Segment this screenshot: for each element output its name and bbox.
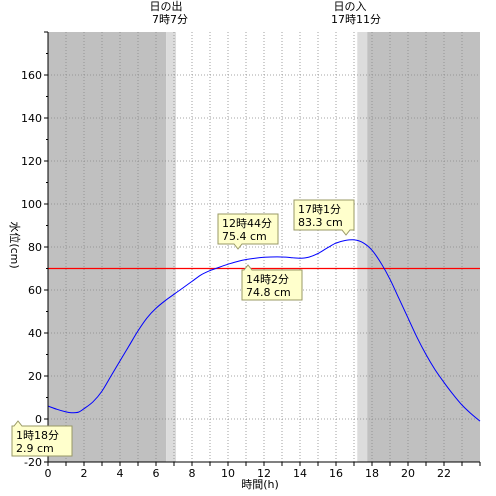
axes: [44, 31, 481, 466]
night-band-morning: [48, 32, 167, 462]
x-tick-label: 0: [45, 467, 52, 480]
y-tick-label: 120: [21, 155, 42, 168]
x-tick-label: 16: [329, 467, 343, 480]
callout-box: [241, 264, 303, 301]
callout-value: 74.8 cm: [246, 286, 291, 299]
y-tick-label: -20: [24, 456, 42, 469]
sunset-label: 日の入: [334, 0, 367, 13]
x-tick-label: 8: [189, 467, 196, 480]
y-tick-label: 60: [28, 284, 42, 297]
x-tick-label: 14: [293, 467, 307, 480]
x-tick-label: 20: [401, 467, 415, 480]
y-tick-label: 140: [21, 112, 42, 125]
x-tick-label: 4: [117, 467, 124, 480]
callout-value: 83.3 cm: [298, 216, 343, 229]
x-tick-label: 6: [153, 467, 160, 480]
y-tick-label: 100: [21, 198, 42, 211]
x-tick-label: 10: [221, 467, 235, 480]
callout-value: 2.9 cm: [16, 442, 54, 455]
y-tick-label: 20: [28, 370, 42, 383]
y-tick-label: 160: [21, 69, 42, 82]
callout-time: 14時2分: [246, 273, 289, 286]
x-tick-label: 2: [81, 467, 88, 480]
tide-curve-group: [47, 239, 481, 422]
sunrise-label: 日の出: [150, 0, 183, 13]
callout-box: [293, 199, 355, 236]
callout-value: 75.4 cm: [222, 230, 267, 243]
callout-time: 17時1分: [298, 203, 341, 216]
callout-box: [11, 420, 73, 457]
x-tick-label: 12: [257, 467, 271, 480]
y-tick-label: 0: [35, 413, 42, 426]
twilight-band-evening: [357, 32, 368, 462]
y-tick-label: 80: [28, 241, 42, 254]
sunset-time: 17時11分: [331, 13, 381, 26]
callout-time: 12時44分: [222, 217, 272, 230]
y-axis-label: 水位(cm): [8, 221, 22, 268]
y-tick-label: 40: [28, 327, 42, 340]
x-tick-label: 18: [365, 467, 379, 480]
callout-box: [217, 213, 279, 250]
callout-time: 1時18分: [16, 429, 59, 442]
grid-lines: [48, 32, 480, 462]
tick-labels: 0 2 4 6 8 10 12 14 16 18 20 22-20020406080100120140…: [21, 69, 451, 480]
day-night-background: [48, 32, 480, 462]
tide-curve: [47, 239, 481, 422]
sunrise-time: 7時7分: [152, 13, 188, 26]
x-axis-label: 時間(h): [241, 478, 279, 491]
x-tick-label: 22: [437, 467, 451, 480]
